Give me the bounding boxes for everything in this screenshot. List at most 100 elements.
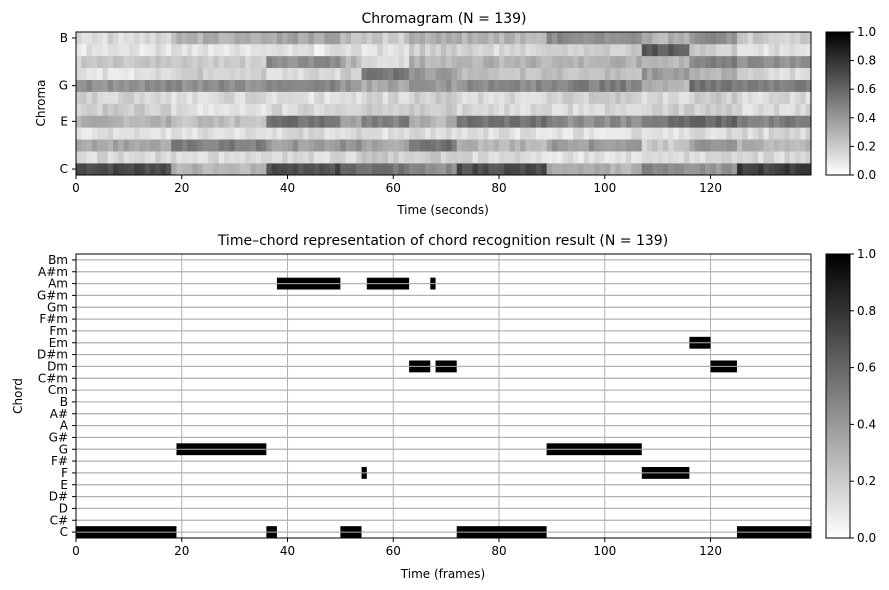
chroma-cell [150,127,156,140]
chroma-cell [647,55,653,69]
chroma-cell [467,127,473,140]
chroma-cell [662,79,669,92]
chroma-cell [472,151,479,164]
chroma-cell [684,163,690,176]
chroma-cell [229,127,236,140]
x-tick-label: 120 [699,181,722,195]
chroma-cell [662,139,669,152]
chroma-cell [536,32,542,45]
chroma-cell [525,32,532,45]
chroma-cell [488,115,495,128]
chroma-cell [123,139,130,152]
chroma-cell [599,67,606,80]
chroma-cell [382,91,389,104]
chord-colorbar-ticks: 0.00.20.40.60.81.0 [850,247,876,545]
y-tick-label: E [60,478,68,492]
chroma-cell [366,127,373,140]
chroma-cell [599,32,606,45]
chroma-cell [499,151,505,164]
chroma-cell [509,67,516,80]
chroma-cell [578,55,585,69]
chroma-cell [430,91,436,104]
chroma-cell [102,55,109,69]
chroma-cell [324,55,331,69]
chroma-cell [150,139,156,152]
chroma-cell [366,32,373,45]
chroma-cell [409,55,415,69]
chroma-cell [678,139,685,152]
chroma-cell [573,91,579,104]
chroma-cell [377,139,384,152]
chroma-cell [758,115,764,128]
chroma-cell [721,32,727,45]
chroma-cell [625,163,632,176]
chroma-cell [282,79,288,92]
chroma-cell [752,115,759,128]
chroma-cell [493,43,500,57]
chroma-cell [261,91,267,104]
chroma-cell [123,67,130,80]
chroma-cell [451,151,458,164]
chroma-cell [319,163,325,176]
chroma-cell [747,79,754,92]
chroma-cell [488,67,495,80]
chroma-cell [287,32,294,45]
chroma-cell [313,139,320,152]
chroma-cell [615,103,622,116]
chroma-cell [113,43,119,57]
chroma-cell [673,43,680,57]
chroma-cell [372,91,378,104]
chroma-cell [192,151,199,164]
chroma-cell [551,79,558,92]
chroma-cell [335,115,341,128]
chroma-cell [662,103,669,116]
chroma-cell [684,103,690,116]
chroma-cell [699,127,706,140]
chroma-cell [218,91,225,104]
chroma-cell [245,91,251,104]
chroma-cell [758,79,764,92]
chroma-cell [636,127,643,140]
chroma-cell [303,91,310,104]
chromagram-x-label: Time (seconds) [396,203,489,217]
chroma-cell [356,127,362,140]
chroma-cell [726,43,733,57]
chroma-cell [271,151,278,164]
chroma-cell [350,103,357,116]
chroma-cell [514,91,521,104]
chromagram-title: Chromagram (N = 139) [362,11,527,27]
chroma-cell [689,127,696,140]
chroma-cell [736,151,743,164]
chroma-cell [366,151,373,164]
chroma-cell [139,91,146,104]
chroma-cell [150,32,156,45]
chroma-cell [409,163,415,176]
chroma-cell [303,55,310,69]
chroma-cell [118,163,124,176]
chroma-cell [409,43,415,57]
chroma-cell [165,43,172,57]
chroma-cell [335,55,341,69]
chroma-cell [477,55,484,69]
chroma-cell [86,139,93,152]
chroma-cell [76,127,82,140]
chroma-cell [726,103,733,116]
chroma-cell [652,43,659,57]
chroma-cell [208,115,214,128]
chroma-cell [187,79,193,92]
chroma-cell [758,55,764,69]
chroma-cell [805,151,812,164]
chroma-cell [752,67,759,80]
chroma-cell [758,103,764,116]
chroma-cell [202,67,209,80]
chroma-cell [271,32,278,45]
chroma-cell [118,91,124,104]
chroma-cell [91,67,98,80]
chroma-cell [493,32,500,45]
chroma-cell [779,103,785,116]
chroma-cell [144,139,151,152]
chroma-cell [150,67,156,80]
chroma-cell [393,127,399,140]
chroma-cell [102,103,109,116]
chroma-cell [202,55,209,69]
